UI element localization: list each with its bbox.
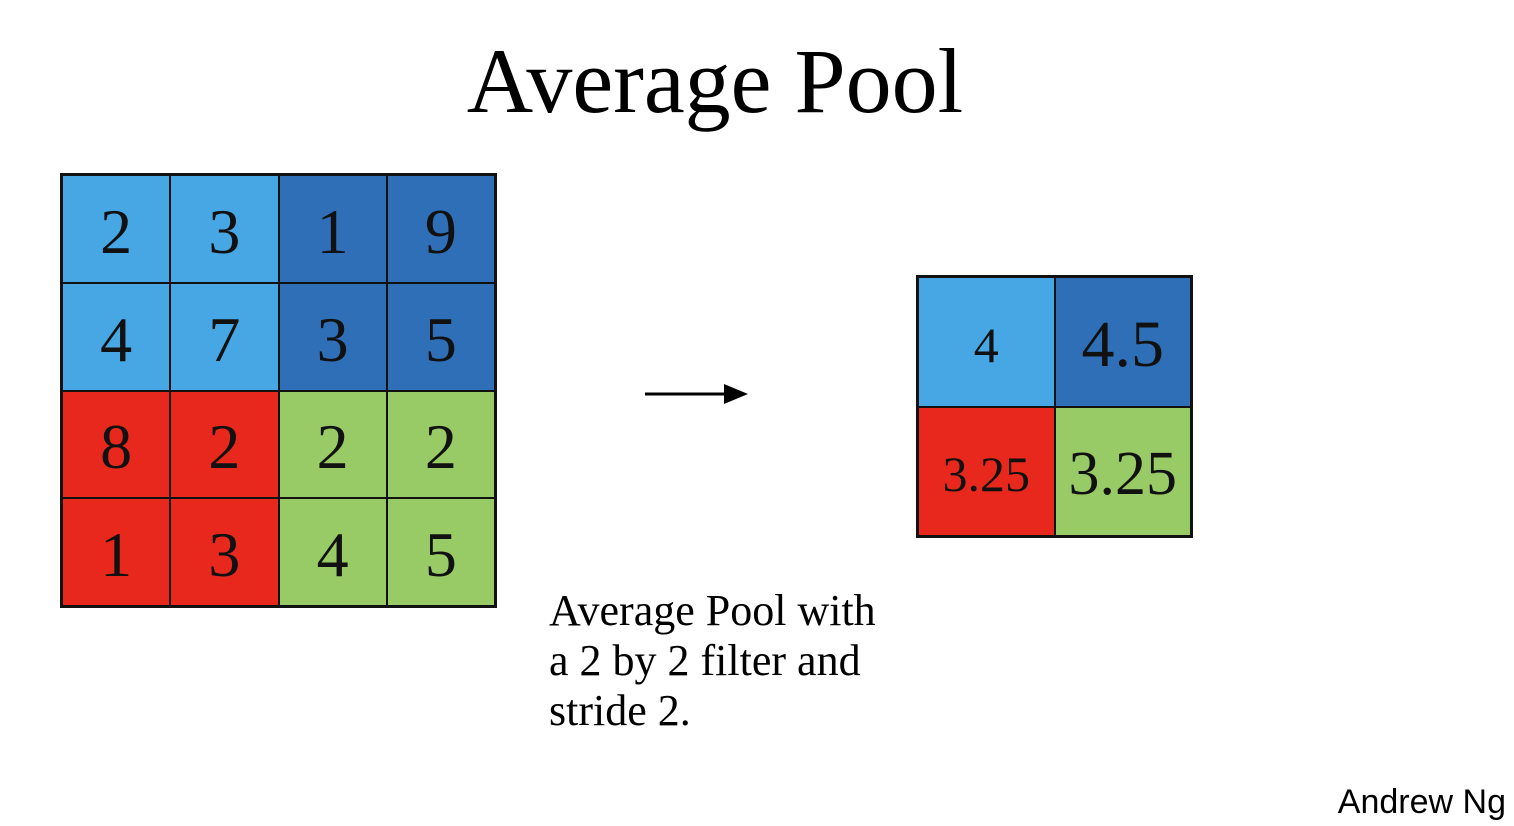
input-cell-r1c1: 7 [170,282,279,391]
caption-line-2: a 2 by 2 filter and [549,636,861,685]
input-cell-r1c3: 5 [386,282,495,391]
input-cell-r3c3: 5 [386,498,495,606]
output-cell-r1c1: 3.25 [1054,406,1191,536]
input-cell-r0c0: 2 [62,175,171,283]
input-cell-r2c3: 2 [386,390,495,499]
input-cell-r1c0: 4 [62,282,171,391]
right-arrow-icon [644,380,750,408]
input-cell-r0c3: 9 [386,175,495,283]
attribution-text: Andrew Ng [1337,783,1506,821]
input-cell-r0c1: 3 [170,175,279,283]
output-matrix: 4 4.5 3.25 3.25 [916,275,1193,538]
input-cell-r3c1: 3 [170,498,279,606]
input-cell-r2c0: 8 [62,390,171,499]
input-cell-r1c2: 3 [278,282,387,391]
page-title: Average Pool [466,30,964,132]
pooling-caption: Average Pool with a 2 by 2 filter and st… [549,586,969,736]
input-cell-r2c2: 2 [278,390,387,499]
input-matrix: 2 3 1 9 4 7 3 5 8 2 2 2 1 3 4 5 [60,173,497,608]
output-cell-r0c0: 4 [918,277,1055,407]
input-cell-r3c2: 4 [278,498,387,606]
input-cell-r3c0: 1 [62,498,171,606]
input-cell-r2c1: 2 [170,390,279,499]
output-cell-r1c0: 3.25 [918,406,1055,536]
caption-line-1: Average Pool with [549,586,876,635]
input-cell-r0c2: 1 [278,175,387,283]
output-cell-r0c1: 4.5 [1054,277,1191,407]
caption-line-3: stride 2. [549,686,691,735]
